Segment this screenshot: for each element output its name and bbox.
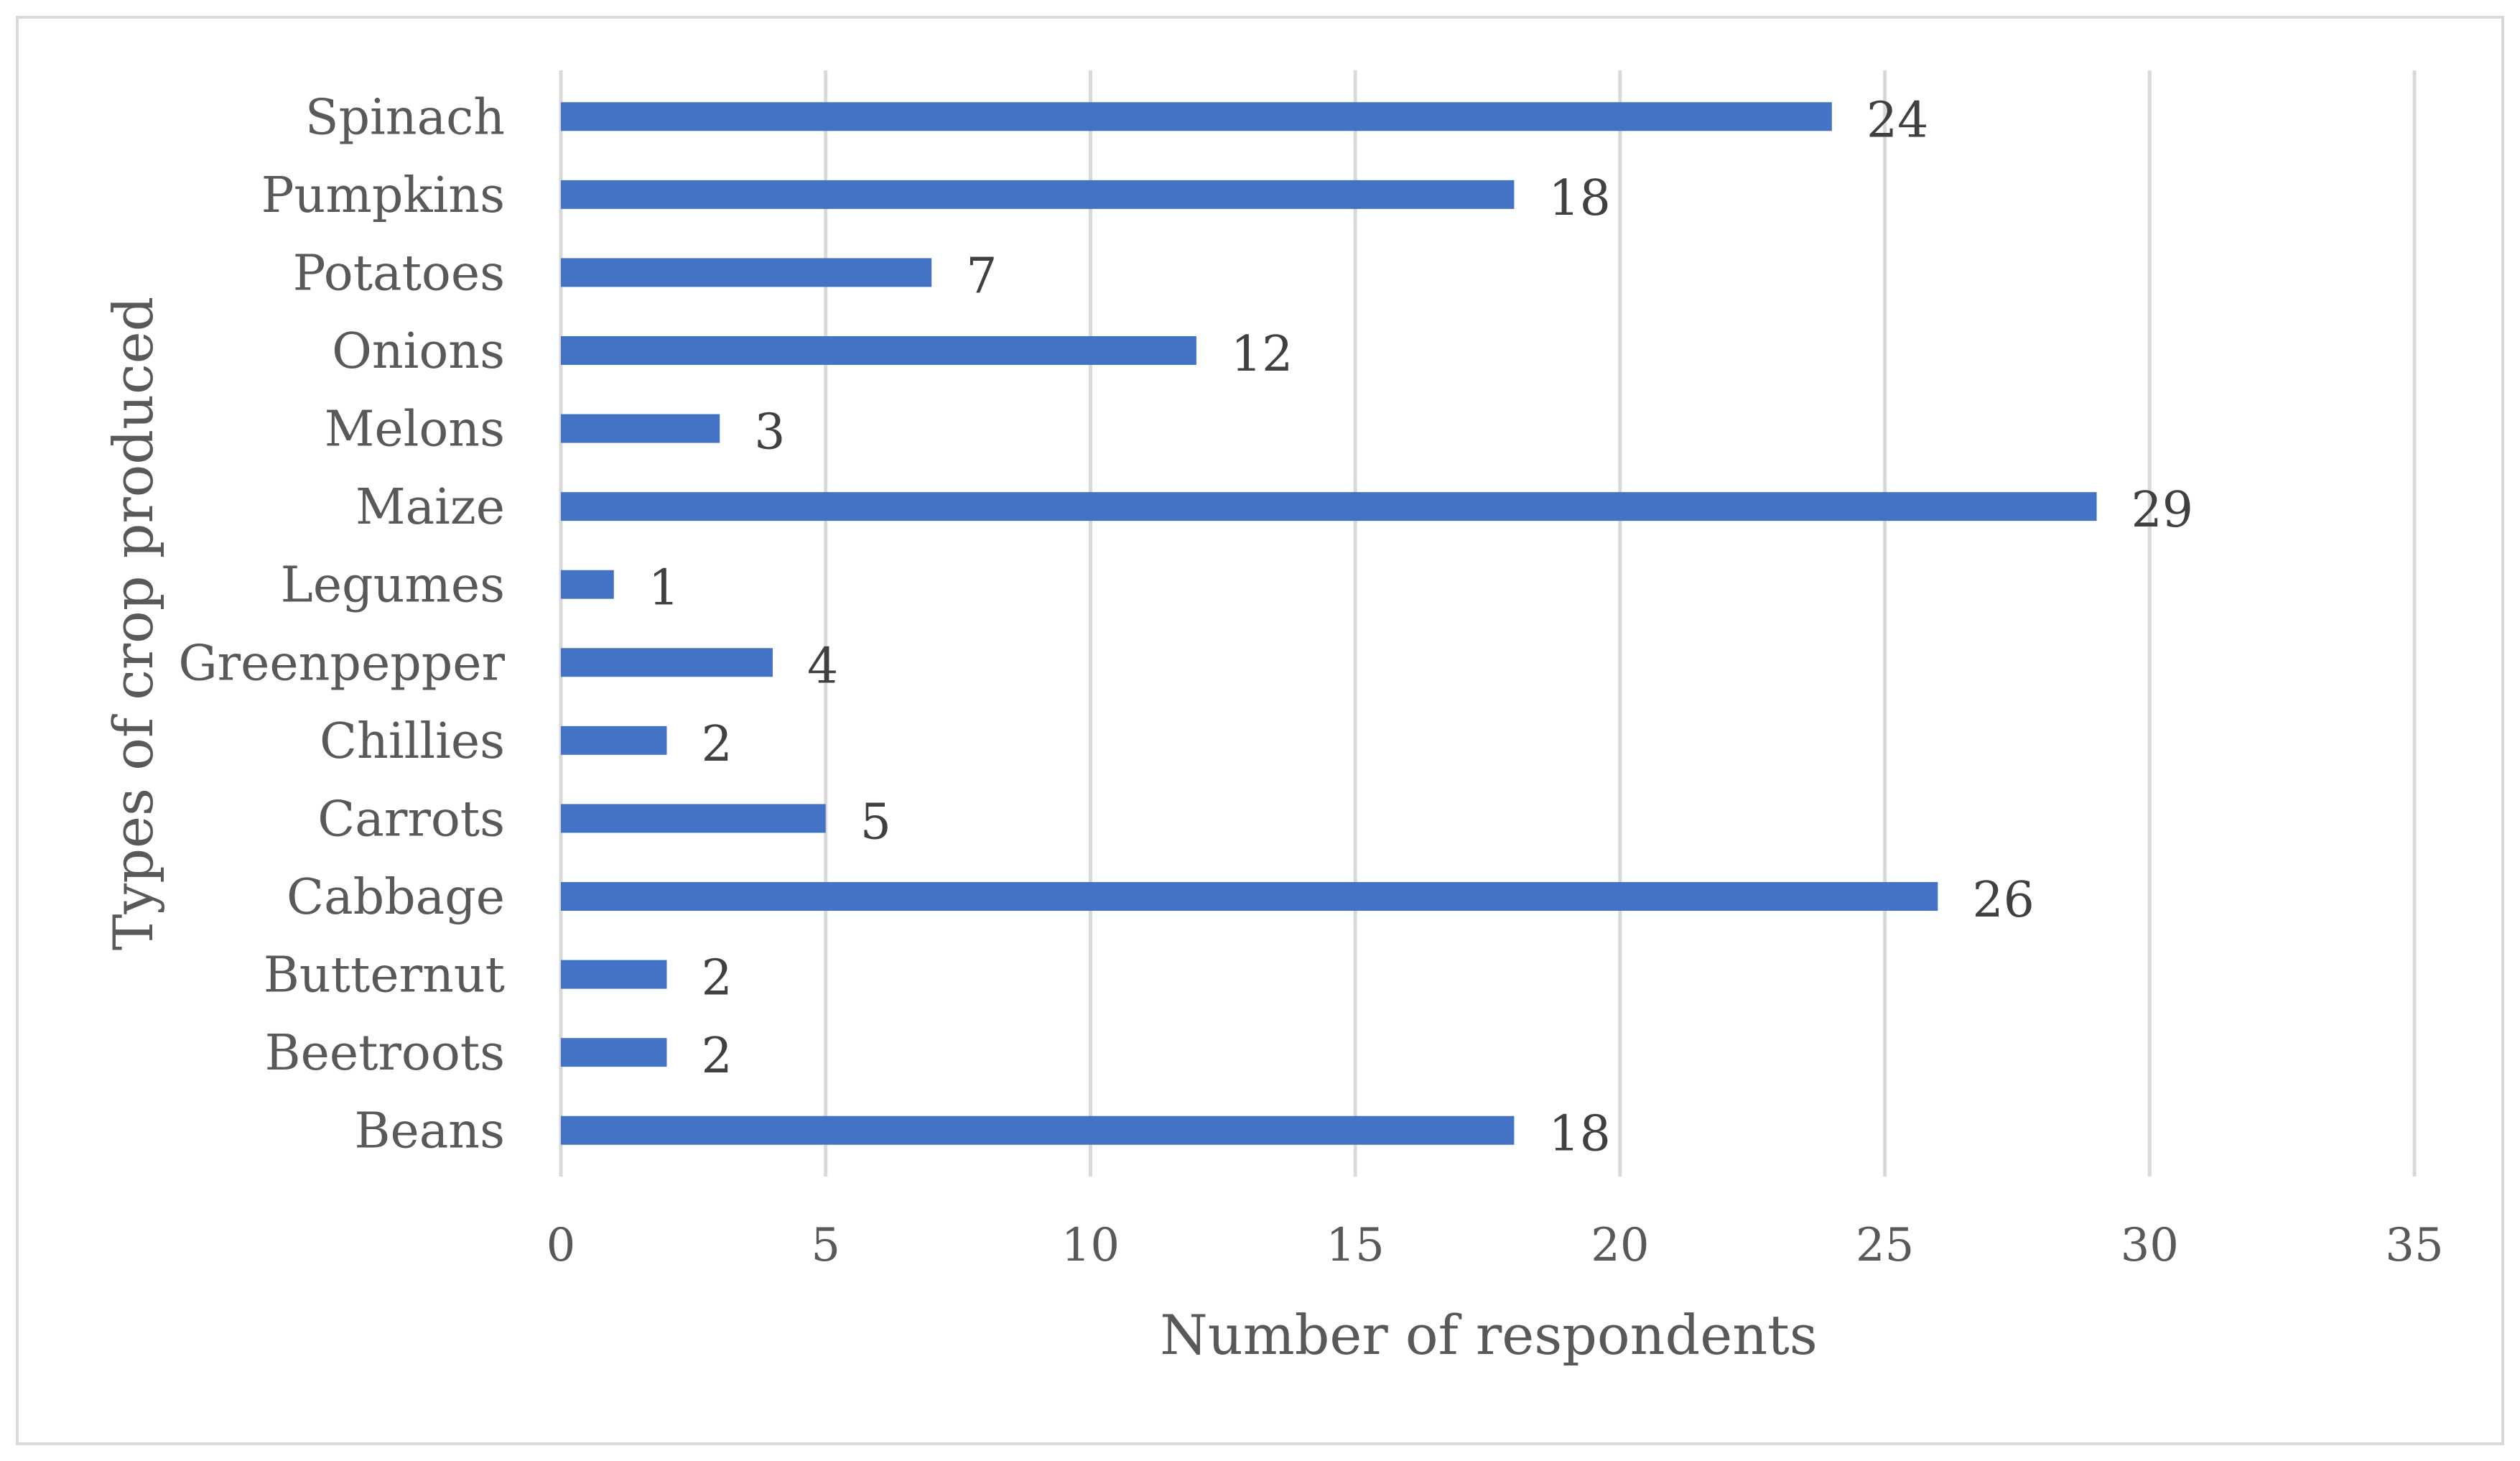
data-label: 3 (754, 404, 785, 461)
y-axis-title: Types of crop produced (101, 297, 165, 950)
category-label: Legumes (281, 557, 505, 614)
data-label: 24 (1866, 92, 1929, 149)
value-axis: 0 5 10 15 20 25 30 35 (547, 1219, 2444, 1272)
category-label: Greenpepper (178, 635, 505, 692)
category-label: Pumpkins (261, 167, 505, 224)
bar-potatoes (561, 258, 932, 287)
x-tick-label: 25 (1856, 1219, 1914, 1272)
x-tick-label: 0 (547, 1219, 576, 1272)
gridlines (559, 70, 2417, 1177)
bar-greenpepper (561, 648, 773, 677)
bar-melons (561, 414, 720, 443)
data-label: 26 (1972, 872, 2035, 929)
bar-beetroots (561, 1038, 667, 1067)
data-label: 2 (701, 1028, 732, 1085)
data-label: 12 (1231, 326, 1293, 383)
bar-onions (561, 336, 1196, 365)
category-label: Beetroots (265, 1025, 505, 1082)
category-label: Carrots (317, 791, 505, 848)
bar-spinach (561, 102, 1832, 131)
x-tick-label: 30 (2121, 1219, 2179, 1272)
category-label: Chillies (320, 713, 505, 770)
category-label: Cabbage (287, 869, 505, 926)
data-label: 1 (648, 560, 679, 617)
bar-beans (561, 1116, 1515, 1145)
chart-frame (16, 16, 2504, 1445)
category-axis: Beans Beetroots Butternut Cabbage Carrots Chi… (178, 89, 505, 1159)
data-label: 7 (966, 248, 997, 305)
x-tick-label: 15 (1326, 1219, 1384, 1272)
category-label: Potatoes (293, 245, 505, 302)
bar-butternut (561, 960, 667, 989)
bar-cabbage (561, 882, 1938, 911)
bars (561, 102, 2097, 1145)
data-label: 18 (1548, 170, 1611, 227)
bar-legumes (561, 570, 614, 599)
category-label: Melons (325, 402, 505, 458)
data-label: 2 (701, 716, 732, 773)
x-tick-label: 10 (1061, 1219, 1120, 1272)
bar-carrots (561, 804, 826, 833)
category-label: Maize (355, 479, 505, 536)
bar-chillies (561, 725, 667, 755)
category-label: Onions (332, 323, 505, 380)
category-label: Spinach (305, 89, 505, 146)
data-label: 2 (701, 950, 732, 1007)
data-label: 29 (2131, 482, 2194, 539)
bar-pumpkins (561, 180, 1515, 209)
data-label: 5 (860, 794, 891, 850)
x-tick-label: 20 (1591, 1219, 1649, 1272)
data-label: 4 (807, 638, 838, 695)
x-tick-label: 35 (2385, 1219, 2443, 1272)
category-label: Beans (355, 1103, 505, 1160)
bar-maize (561, 492, 2097, 521)
category-label: Butternut (264, 947, 505, 1004)
x-axis-title: Number of respondents (1160, 1303, 1817, 1367)
data-label: 18 (1548, 1106, 1611, 1163)
x-tick-label: 5 (811, 1219, 840, 1272)
